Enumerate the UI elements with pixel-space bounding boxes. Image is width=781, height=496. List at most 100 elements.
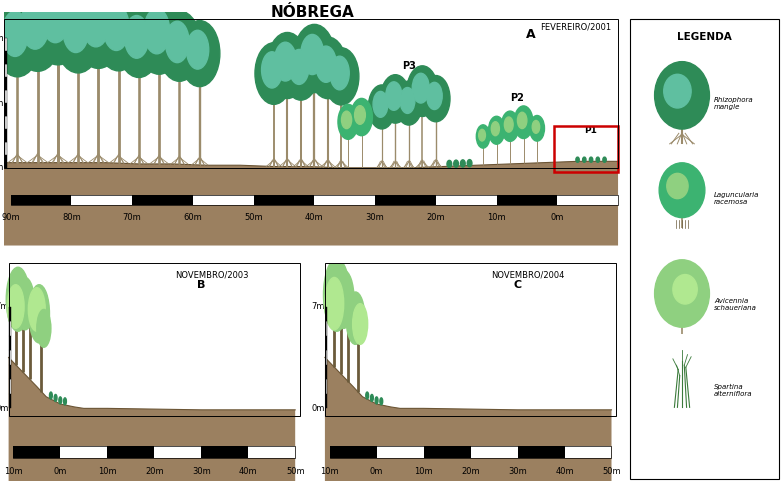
Ellipse shape bbox=[180, 20, 220, 87]
Text: 0m: 0m bbox=[312, 404, 325, 413]
Text: NOVEMBRO/2004: NOVEMBRO/2004 bbox=[491, 270, 565, 279]
Text: 10m: 10m bbox=[320, 467, 339, 476]
Text: 20m: 20m bbox=[426, 213, 445, 222]
Text: NOVEMBRO/2003: NOVEMBRO/2003 bbox=[175, 270, 248, 279]
Text: Laguncularia
racemosa: Laguncularia racemosa bbox=[714, 192, 759, 205]
Ellipse shape bbox=[333, 270, 354, 328]
Text: C: C bbox=[513, 280, 522, 290]
Ellipse shape bbox=[267, 32, 308, 99]
Bar bbox=[5, 129, 7, 142]
Bar bbox=[107, 446, 155, 458]
Ellipse shape bbox=[386, 82, 402, 110]
Bar bbox=[375, 195, 436, 205]
Ellipse shape bbox=[338, 104, 358, 139]
Bar bbox=[326, 365, 327, 379]
Ellipse shape bbox=[491, 122, 499, 136]
Text: P1: P1 bbox=[585, 126, 597, 135]
Ellipse shape bbox=[49, 392, 52, 399]
Ellipse shape bbox=[187, 30, 209, 69]
Bar bbox=[497, 195, 558, 205]
Ellipse shape bbox=[590, 157, 593, 162]
Text: P*: P* bbox=[36, 290, 45, 299]
Ellipse shape bbox=[488, 116, 505, 144]
Text: 7m: 7m bbox=[312, 302, 325, 311]
Ellipse shape bbox=[351, 98, 373, 136]
Ellipse shape bbox=[664, 74, 691, 108]
Bar bbox=[9, 263, 300, 416]
Ellipse shape bbox=[116, 5, 161, 77]
Ellipse shape bbox=[659, 163, 704, 218]
Bar bbox=[11, 195, 71, 205]
Ellipse shape bbox=[144, 8, 169, 54]
Ellipse shape bbox=[454, 160, 458, 167]
Bar bbox=[9, 379, 11, 394]
Ellipse shape bbox=[373, 91, 388, 118]
Bar bbox=[254, 195, 314, 205]
Ellipse shape bbox=[654, 260, 709, 327]
Text: P5: P5 bbox=[98, 22, 112, 32]
Bar bbox=[314, 195, 375, 205]
Ellipse shape bbox=[596, 157, 600, 162]
Text: 30m: 30m bbox=[366, 213, 384, 222]
Ellipse shape bbox=[447, 160, 451, 168]
Ellipse shape bbox=[55, 0, 102, 73]
Ellipse shape bbox=[158, 11, 201, 81]
Text: P*A: P*A bbox=[9, 280, 23, 289]
Ellipse shape bbox=[603, 157, 606, 162]
Ellipse shape bbox=[673, 275, 697, 304]
Ellipse shape bbox=[294, 24, 335, 93]
Ellipse shape bbox=[375, 397, 378, 404]
Ellipse shape bbox=[103, 5, 130, 51]
Polygon shape bbox=[9, 358, 295, 481]
Bar bbox=[558, 195, 618, 205]
Ellipse shape bbox=[501, 111, 519, 141]
Ellipse shape bbox=[426, 82, 442, 110]
Bar bbox=[326, 321, 327, 336]
Ellipse shape bbox=[369, 85, 395, 129]
Ellipse shape bbox=[21, 0, 49, 49]
Text: 10m: 10m bbox=[0, 34, 4, 43]
Ellipse shape bbox=[166, 21, 189, 62]
Ellipse shape bbox=[82, 0, 109, 47]
Ellipse shape bbox=[380, 398, 383, 405]
Text: 50m: 50m bbox=[244, 213, 263, 222]
Polygon shape bbox=[325, 358, 612, 481]
Bar bbox=[5, 103, 7, 116]
Ellipse shape bbox=[479, 129, 486, 141]
Ellipse shape bbox=[654, 62, 709, 129]
Ellipse shape bbox=[54, 394, 57, 401]
Polygon shape bbox=[4, 161, 618, 246]
Text: P2: P2 bbox=[510, 93, 524, 103]
Bar bbox=[5, 64, 7, 77]
Text: 40m: 40m bbox=[305, 213, 323, 222]
Text: 40m: 40m bbox=[239, 467, 258, 476]
Text: 10m: 10m bbox=[487, 213, 506, 222]
Bar bbox=[518, 446, 565, 458]
Text: 5m: 5m bbox=[0, 99, 4, 108]
Bar bbox=[565, 446, 612, 458]
Ellipse shape bbox=[400, 87, 415, 114]
Bar bbox=[193, 195, 254, 205]
Text: 90m: 90m bbox=[2, 213, 20, 222]
Bar bbox=[9, 394, 11, 408]
Ellipse shape bbox=[583, 157, 586, 162]
Ellipse shape bbox=[505, 117, 513, 132]
Bar bbox=[13, 446, 295, 458]
Ellipse shape bbox=[325, 277, 344, 330]
Ellipse shape bbox=[32, 0, 84, 65]
Bar bbox=[13, 446, 60, 458]
Bar bbox=[9, 350, 11, 365]
Ellipse shape bbox=[0, 0, 41, 77]
Ellipse shape bbox=[412, 73, 430, 103]
Ellipse shape bbox=[301, 34, 324, 74]
Ellipse shape bbox=[63, 398, 66, 405]
Ellipse shape bbox=[353, 304, 368, 344]
Bar bbox=[5, 90, 7, 103]
Text: 10m: 10m bbox=[414, 467, 433, 476]
Bar bbox=[248, 446, 295, 458]
Text: 10m: 10m bbox=[98, 467, 116, 476]
Bar bbox=[326, 379, 327, 394]
Ellipse shape bbox=[346, 292, 365, 344]
Ellipse shape bbox=[7, 285, 24, 328]
Text: 0m: 0m bbox=[0, 163, 4, 172]
